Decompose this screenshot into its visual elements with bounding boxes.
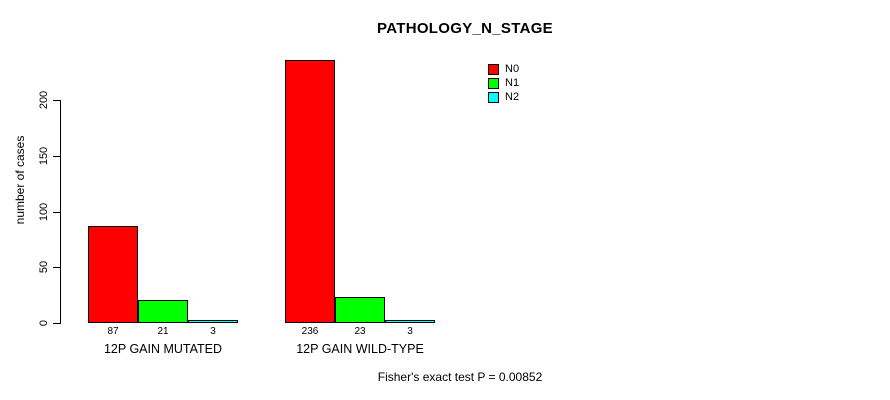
- category-label: 12P GAIN WILD-TYPE: [296, 342, 424, 356]
- bar-value-label: 3: [210, 326, 216, 337]
- legend-swatch-n1: [488, 78, 499, 89]
- y-tick: [53, 100, 60, 102]
- y-tick-label: 50: [38, 261, 50, 274]
- bar-value-label: 87: [107, 326, 119, 337]
- legend-label: N2: [505, 91, 520, 103]
- y-tick-label: 100: [38, 202, 50, 221]
- legend-item: N1: [488, 78, 519, 89]
- bar-n2-group1: [188, 319, 238, 323]
- y-tick: [53, 211, 60, 213]
- category-label: 12P GAIN MUTATED: [103, 342, 223, 356]
- bar-value-label: 21: [157, 326, 169, 337]
- chart-title: PATHOLOGY_N_STAGE: [377, 20, 553, 37]
- bar-value-label: 23: [354, 326, 366, 337]
- y-axis-line: [60, 100, 61, 324]
- legend-item: N0: [488, 64, 519, 75]
- bar-n1-group2: [335, 297, 385, 323]
- y-tick: [53, 267, 60, 269]
- y-tick: [53, 323, 60, 324]
- bar-n1-group1: [138, 299, 188, 323]
- bar-value-label: 3: [407, 326, 413, 337]
- bar-n0-group2: [285, 60, 335, 323]
- bar-value-label: 236: [301, 326, 319, 337]
- statistical-annotation: Fisher's exact test P = 0.00852: [377, 370, 543, 384]
- legend-label: N0: [505, 63, 520, 75]
- legend-item: N2: [488, 92, 519, 103]
- y-tick-label: 150: [38, 146, 50, 166]
- legend: N0 N1 N2: [488, 64, 519, 106]
- y-tick: [53, 155, 60, 157]
- y-tick-label: 0: [38, 319, 50, 327]
- legend-swatch-n2: [488, 92, 499, 103]
- bar-n0-group1: [88, 226, 138, 323]
- bar-n2-group2: [385, 319, 435, 323]
- legend-swatch-n0: [488, 64, 499, 75]
- y-axis-label: number of cases: [13, 135, 27, 225]
- legend-label: N1: [505, 77, 520, 89]
- y-tick-label: 200: [38, 90, 50, 110]
